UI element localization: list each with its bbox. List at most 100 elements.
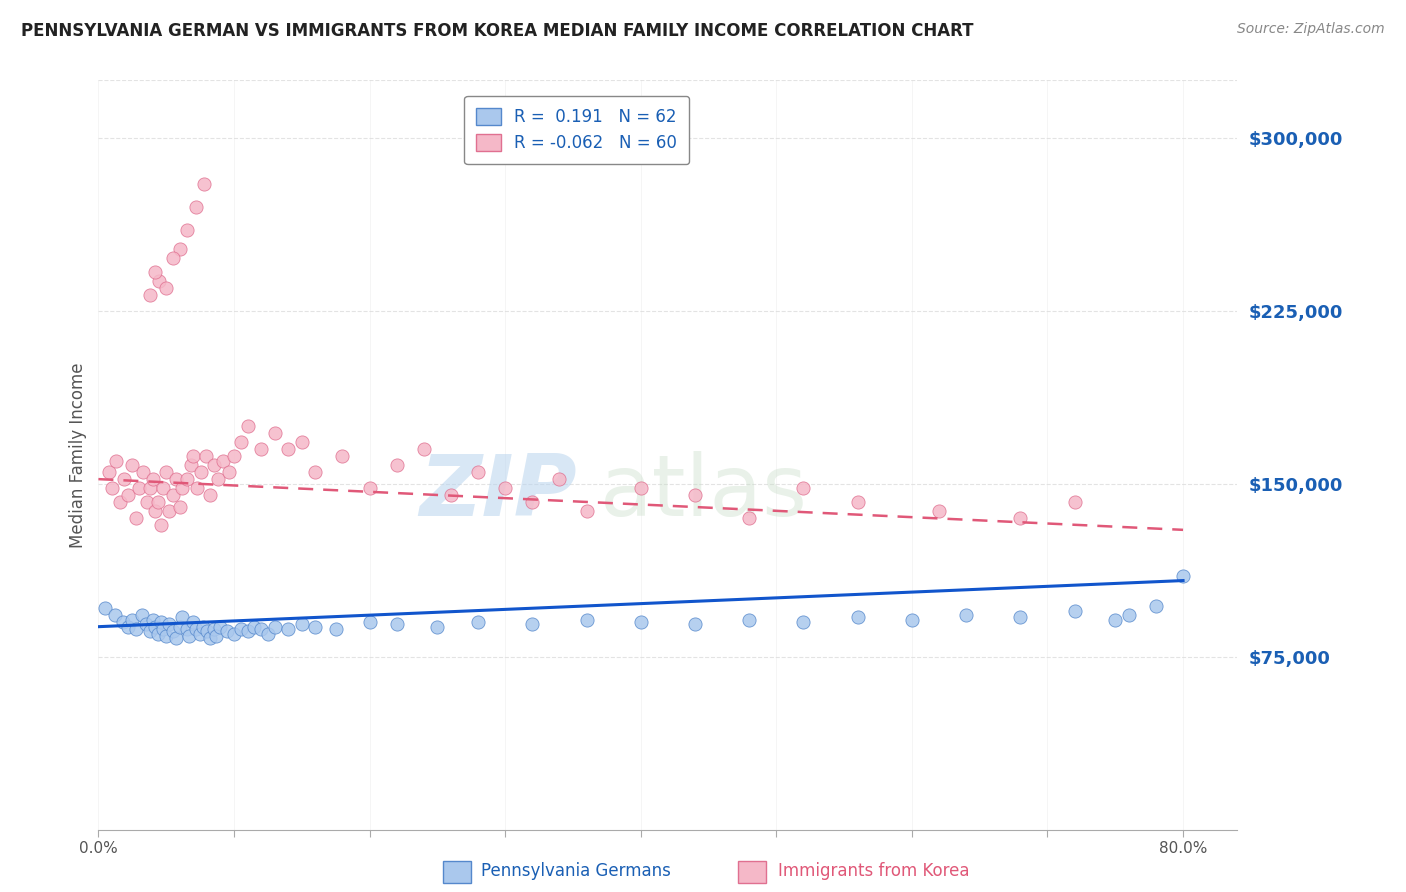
Point: [575, 504, 598, 518]
Point: [117, 620, 139, 634]
Point: [165, 472, 187, 486]
Point: [263, 620, 285, 634]
Point: [149, 518, 172, 533]
Point: [257, 626, 280, 640]
Point: [1010, 610, 1032, 624]
Point: [145, 620, 167, 634]
Point: [139, 287, 162, 301]
Point: [121, 458, 143, 473]
Point: [222, 449, 245, 463]
Text: PENNSYLVANIA GERMAN VS IMMIGRANTS FROM KOREA MEDIAN FAMILY INCOME CORRELATION CH: PENNSYLVANIA GERMAN VS IMMIGRANTS FROM K…: [21, 22, 973, 40]
Point: [125, 622, 148, 636]
Point: [149, 615, 172, 629]
Point: [1010, 511, 1032, 525]
Point: [101, 481, 124, 495]
Point: [186, 481, 208, 495]
Point: [162, 624, 184, 639]
Point: [291, 617, 314, 632]
Legend: R =  0.191   N = 62, R = -0.062   N = 60: R = 0.191 N = 62, R = -0.062 N = 60: [464, 96, 689, 164]
Point: [190, 465, 212, 479]
Text: Immigrants from Korea: Immigrants from Korea: [778, 863, 969, 880]
Point: [263, 425, 285, 440]
Point: [108, 495, 131, 509]
Point: [236, 624, 259, 639]
Point: [172, 481, 194, 495]
Point: [191, 620, 214, 634]
Point: [548, 472, 571, 486]
Point: [180, 458, 202, 473]
Point: [157, 617, 180, 632]
Point: [146, 495, 169, 509]
Point: [1063, 495, 1085, 509]
Point: [155, 629, 177, 643]
Point: [104, 608, 127, 623]
Point: [467, 615, 489, 629]
Point: [304, 620, 326, 634]
Text: Pennsylvania Germans: Pennsylvania Germans: [481, 863, 671, 880]
Point: [494, 481, 516, 495]
Text: Source: ZipAtlas.com: Source: ZipAtlas.com: [1237, 22, 1385, 37]
Point: [205, 629, 228, 643]
Point: [188, 626, 211, 640]
Point: [683, 617, 706, 632]
Point: [145, 504, 167, 518]
Point: [165, 631, 187, 645]
Point: [169, 500, 191, 514]
Point: [385, 458, 408, 473]
Point: [928, 504, 950, 518]
Point: [792, 615, 814, 629]
Point: [169, 620, 191, 634]
Point: [1171, 569, 1194, 583]
Point: [176, 622, 198, 636]
Point: [243, 620, 266, 634]
Text: ZIP: ZIP: [419, 450, 576, 534]
Point: [121, 613, 143, 627]
Point: [139, 624, 162, 639]
Point: [125, 511, 148, 525]
Point: [139, 481, 162, 495]
Text: atlas: atlas: [599, 450, 807, 534]
Point: [412, 442, 434, 457]
Point: [522, 495, 544, 509]
Point: [148, 274, 170, 288]
Point: [359, 481, 381, 495]
Point: [155, 281, 177, 295]
Point: [176, 223, 198, 237]
Point: [277, 622, 299, 636]
Point: [846, 495, 869, 509]
Point: [901, 613, 924, 627]
Point: [222, 626, 245, 640]
Point: [183, 449, 205, 463]
Point: [1118, 608, 1140, 623]
Point: [142, 472, 165, 486]
Point: [98, 465, 121, 479]
Point: [467, 465, 489, 479]
Point: [105, 453, 128, 467]
Point: [218, 465, 240, 479]
Point: [207, 472, 229, 486]
Point: [128, 481, 150, 495]
Point: [183, 615, 205, 629]
Point: [792, 481, 814, 495]
Point: [440, 488, 463, 502]
Point: [94, 601, 117, 615]
Point: [277, 442, 299, 457]
Point: [630, 615, 652, 629]
Point: [217, 624, 239, 639]
Point: [359, 615, 381, 629]
Point: [162, 488, 184, 502]
Point: [250, 622, 273, 636]
Point: [1144, 599, 1167, 613]
Point: [630, 481, 652, 495]
Point: [683, 488, 706, 502]
Point: [172, 610, 194, 624]
Point: [846, 610, 869, 624]
Y-axis label: Median Family Income: Median Family Income: [69, 362, 87, 548]
Point: [152, 481, 174, 495]
Point: [1104, 613, 1126, 627]
Point: [132, 465, 155, 479]
Point: [955, 608, 977, 623]
Point: [131, 608, 153, 623]
Point: [111, 615, 134, 629]
Point: [426, 620, 449, 634]
